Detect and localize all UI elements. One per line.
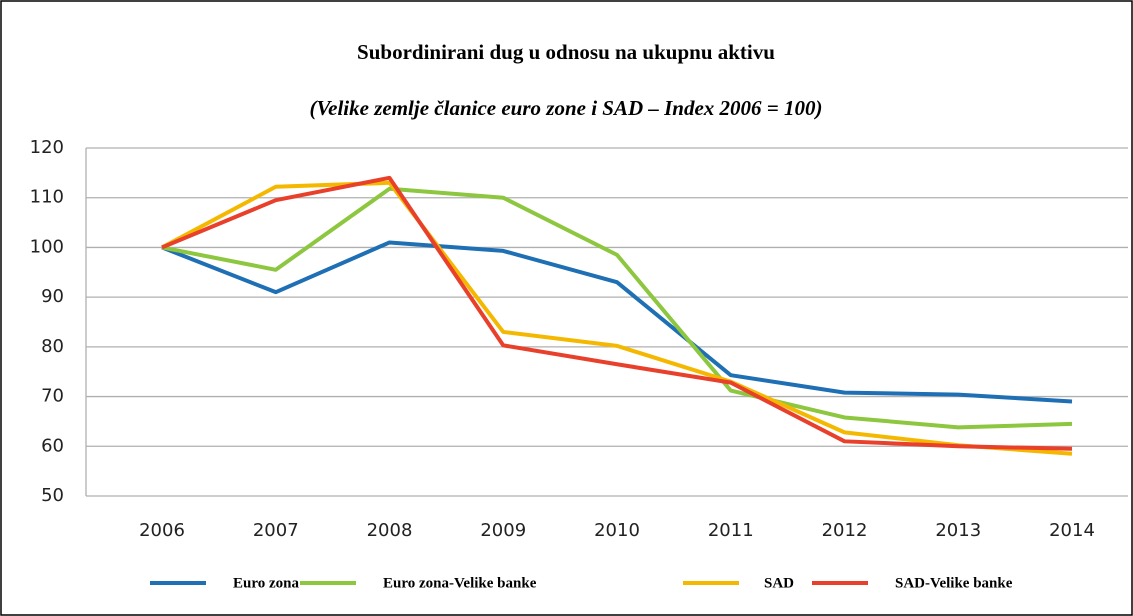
legend-label: SAD-Velike banke bbox=[895, 575, 1013, 591]
line-series bbox=[161, 240, 1073, 404]
line-series bbox=[161, 180, 1073, 456]
y-tick-label: 100 bbox=[30, 236, 64, 257]
chart-title: Subordinirani dug u odnosu na ukupnu akt… bbox=[357, 40, 775, 64]
y-tick-label: 60 bbox=[41, 435, 64, 456]
x-tick-label: 2006 bbox=[139, 520, 185, 541]
y-tick-label: 110 bbox=[30, 187, 64, 208]
x-tick-label: 2009 bbox=[480, 520, 526, 541]
x-tick-label: 2011 bbox=[708, 520, 754, 541]
x-tick-label: 2012 bbox=[822, 520, 868, 541]
legend-label: SAD bbox=[764, 575, 794, 591]
x-tick-label: 2013 bbox=[935, 520, 981, 541]
line-series bbox=[161, 186, 1073, 430]
y-tick-label: 50 bbox=[41, 485, 64, 506]
chart-subtitle: (Velike zemlje članice euro zone i SAD –… bbox=[309, 96, 822, 120]
y-tick-label: 80 bbox=[41, 336, 64, 357]
line-series bbox=[161, 175, 1073, 451]
legend-label: Euro zona-Velike banke bbox=[383, 575, 537, 591]
legend-label: Euro zona bbox=[233, 575, 299, 591]
x-tick-label: 2007 bbox=[253, 520, 299, 541]
y-tick-label: 70 bbox=[41, 386, 64, 407]
y-tick-label: 90 bbox=[41, 286, 64, 307]
x-tick-label: 2010 bbox=[594, 520, 640, 541]
x-tick-label: 2014 bbox=[1049, 520, 1095, 541]
y-tick-label: 120 bbox=[30, 137, 64, 158]
x-tick-label: 2008 bbox=[367, 520, 413, 541]
